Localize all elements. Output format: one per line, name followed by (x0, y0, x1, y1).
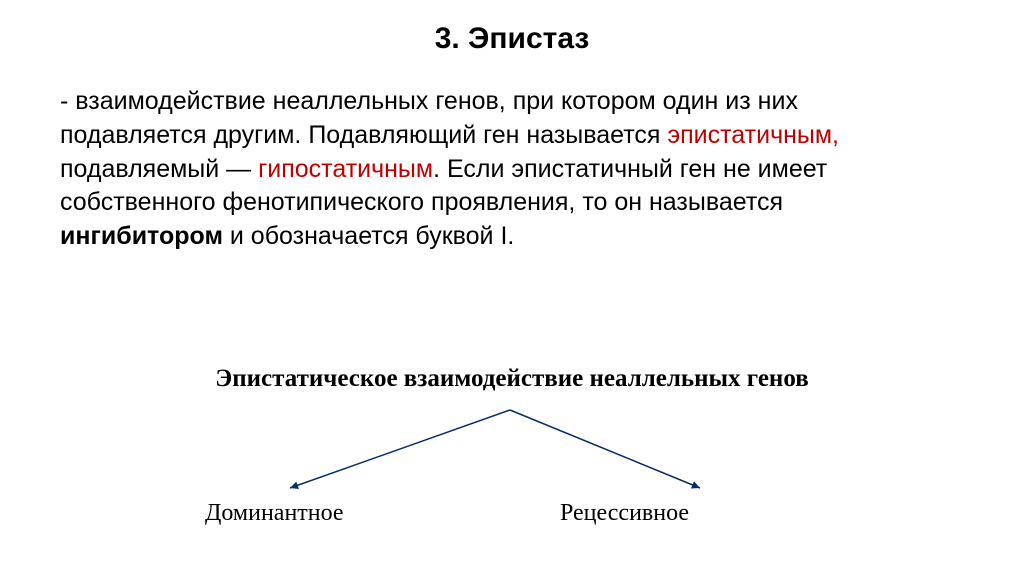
text-segment: подавляемый — (60, 155, 258, 183)
slide-title: 3. Эпистаз (0, 22, 1024, 56)
term-epistatic: эпистатичным, (667, 121, 839, 149)
text-segment: и обозначается буквой I. (223, 222, 514, 250)
term-hypostatic: гипостатичным (258, 155, 433, 183)
branch-label-recessive: Рецессивное (560, 500, 689, 527)
definition-paragraph: - взаимодействие неаллельных генов, при … (60, 85, 950, 254)
diagram-title: Эпистатическое взаимодействие неаллельны… (0, 365, 1024, 393)
term-inhibitor: ингибитором (60, 222, 223, 250)
branch-label-dominant: Доминантное (205, 500, 344, 527)
slide: 3. Эпистаз - взаимодействие неаллельных … (0, 0, 1024, 576)
branch-diagram (0, 400, 1024, 560)
